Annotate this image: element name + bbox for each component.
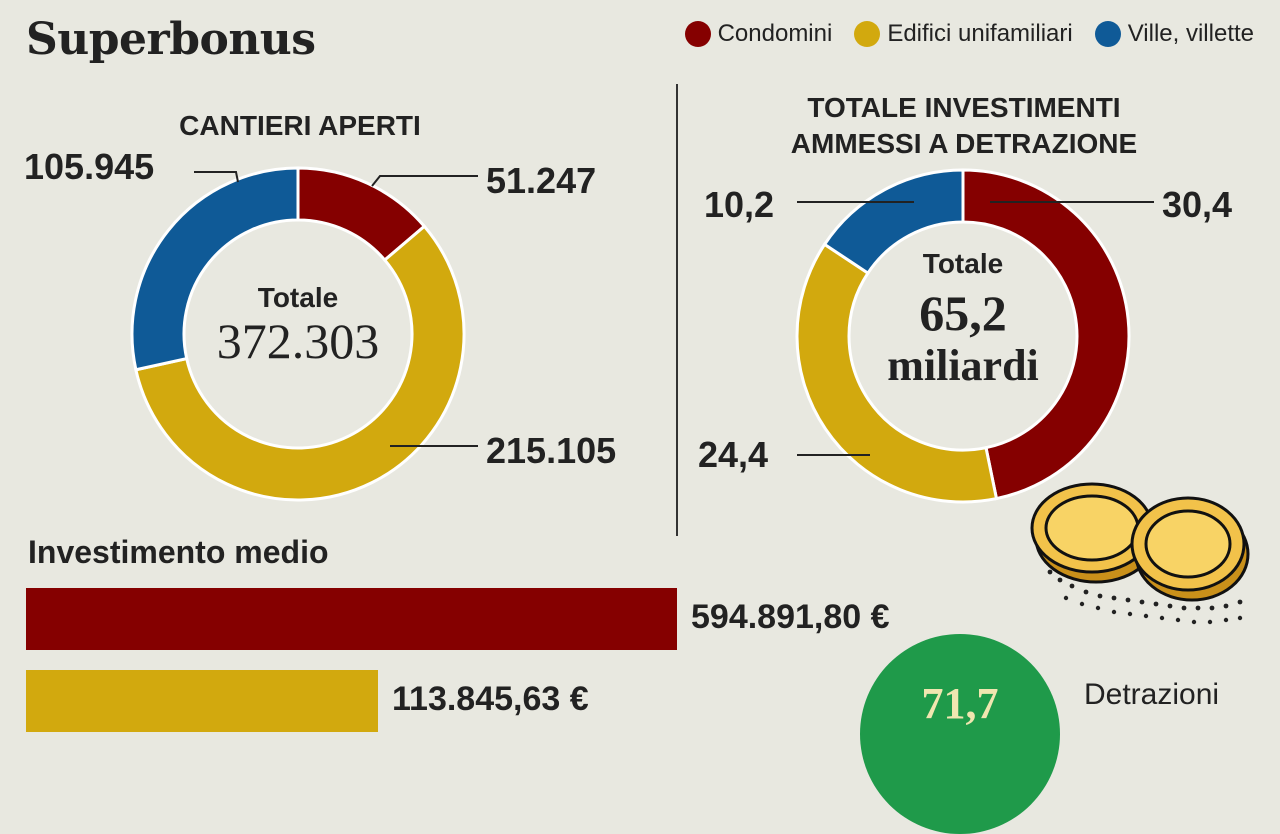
right-total-value: 65,2 — [919, 285, 1007, 341]
right-heading-line1: TOTALE INVESTIMENTI — [807, 92, 1121, 123]
coin-right — [1130, 496, 1250, 602]
legend-swatch-condomini — [684, 21, 711, 47]
left-label-ville: 105.945 — [24, 146, 155, 187]
leader-line-left-ville — [194, 171, 239, 183]
left-chart-heading: CANTIERI APERTI — [179, 110, 421, 141]
coin-left — [1030, 482, 1158, 584]
right-label-condomini: 30,4 — [1162, 184, 1233, 225]
cantieri-slice-unifamiliari — [134, 224, 466, 502]
legend-swatch-unifamiliari — [854, 21, 881, 47]
legend-label-condomini: Condomini — [717, 20, 833, 47]
page-title: Superbonus — [26, 14, 316, 65]
coins-shadow-dots — [1047, 569, 1243, 625]
legend-swatch-ville — [1094, 21, 1121, 47]
bar-label-condomini: 594.891,80 € — [691, 598, 890, 636]
bars-section-title: Investimento medio — [28, 534, 329, 570]
right-total-label: Totale — [922, 248, 1004, 279]
investimenti-slice-condomini — [961, 168, 1131, 501]
coins-illustration — [1030, 482, 1250, 625]
bar-label-unifamiliari: 113.845,63 € — [392, 680, 589, 718]
legend-item-unifamiliari: Edifici unifamiliari — [854, 20, 1073, 48]
legend-label-unifamiliari: Edifici unifamiliari — [887, 20, 1073, 47]
investimenti-slice-ville — [822, 168, 965, 276]
left-label-unifamiliari: 215.105 — [486, 430, 617, 471]
legend-label-ville: Ville, villette — [1127, 20, 1254, 47]
left-total-label: Totale — [257, 282, 339, 313]
right-chart-heading: TOTALE INVESTIMENTI AMMESSI A DETRAZIONE — [740, 90, 1188, 162]
column-divider — [676, 84, 678, 536]
left-total-value: 372.303 — [216, 313, 380, 369]
leader-line-left-condomini — [371, 175, 478, 187]
bar-unifamiliari — [26, 670, 378, 732]
investimenti-slice-unifamiliari — [795, 242, 999, 504]
cantieri-slice-ville — [130, 166, 300, 372]
donut-chart-investimenti — [795, 168, 1154, 504]
legend: Condomini Edifici unifamiliari Ville, vi… — [684, 20, 1254, 48]
green-circle-value: 71,7 — [921, 679, 999, 728]
right-label-unifamiliari: 24,4 — [698, 434, 769, 475]
donut-chart-cantieri — [130, 166, 478, 502]
left-label-condomini: 51.247 — [486, 160, 597, 201]
right-label-ville: 10,2 — [704, 184, 775, 225]
detrazioni-text: Detrazioni — [1084, 678, 1220, 711]
right-heading-line2: AMMESSI A DETRAZIONE — [790, 128, 1138, 159]
legend-item-ville: Ville, villette — [1094, 20, 1254, 48]
legend-item-condomini: Condomini — [684, 20, 833, 48]
green-circle — [860, 634, 1060, 834]
bar-condomini — [26, 588, 677, 650]
right-total-unit: miliardi — [887, 341, 1039, 390]
